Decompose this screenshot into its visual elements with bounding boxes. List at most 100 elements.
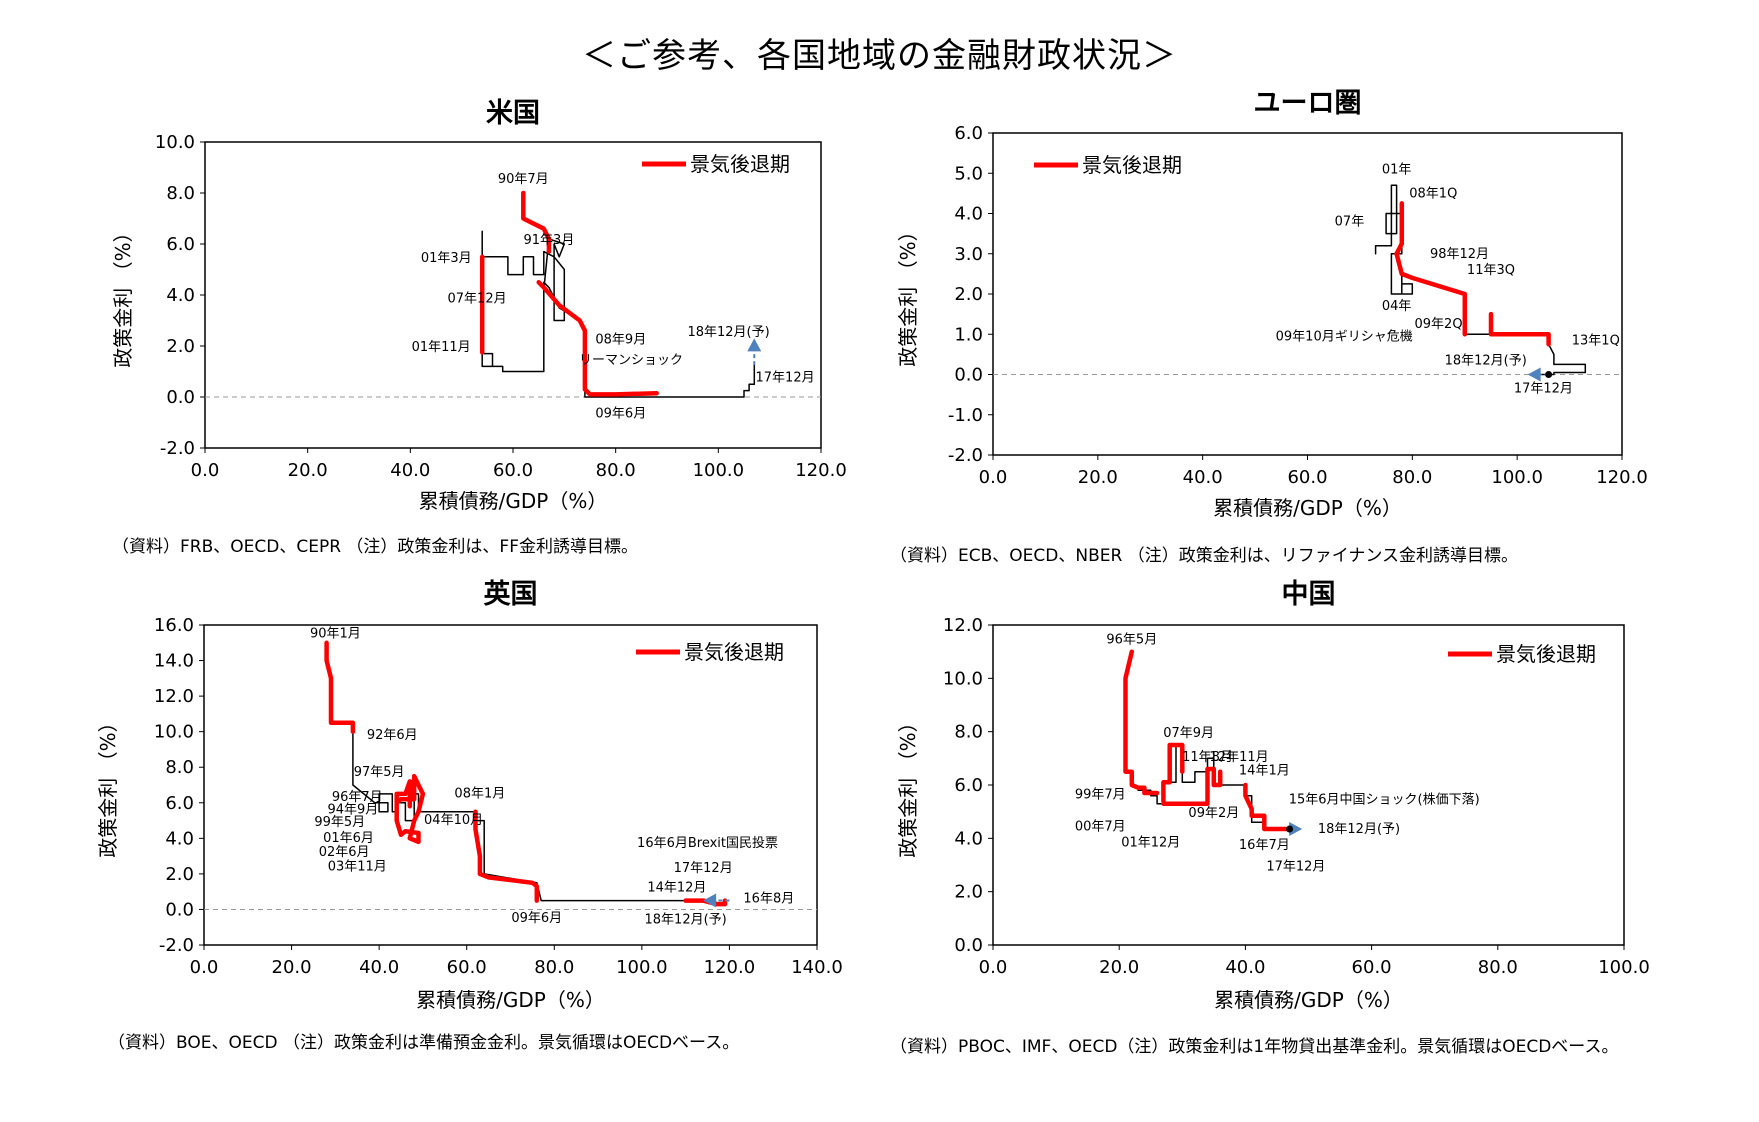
annotation-label: 17年12月 (756, 371, 815, 386)
chart-euro-title: ユーロ圏 (1254, 88, 1362, 119)
y-tick-label: 5.0 (954, 163, 983, 184)
debt-rate-path-line (1374, 184, 1587, 376)
annotation-label: 01年11月 (412, 340, 471, 355)
projection-arrow-head (747, 338, 762, 352)
chart-china-note: （資料）PBOC、IMF、OECD（注）政策金利は1年物貸出基準金利。景気循環は… (890, 1037, 1619, 1057)
y-tick-label: -2.0 (159, 935, 194, 956)
x-tick-label: 60.0 (1352, 957, 1392, 978)
debt-rate-path-line (1137, 744, 1291, 830)
x-tick-label: 20.0 (1099, 957, 1139, 978)
x-tick-label: 80.0 (1478, 957, 1518, 978)
y-tick-label: 2.0 (165, 864, 194, 885)
x-tick-label: 80.0 (534, 957, 574, 978)
annotation-label: 08年1月 (454, 786, 505, 801)
y-tick-label: -2.0 (160, 438, 195, 459)
recession-series-line (1488, 311, 1551, 347)
annotation-label: 13年1Q (1572, 333, 1620, 348)
y-tick-label: 14.0 (154, 651, 194, 672)
y-axis-label: 政策金利 （%） (111, 222, 135, 367)
annotation-label: 15年6月中国ショック(株価下落) (1289, 793, 1480, 808)
x-tick-label: 100.0 (616, 957, 668, 978)
annotation-label: 01年12月 (1121, 835, 1180, 850)
annotation-label: 90年7月 (498, 172, 549, 187)
annotation-label: 02年6月 (319, 845, 370, 860)
y-tick-label: 8.0 (166, 183, 195, 204)
annotation-label: 97年5月 (354, 765, 405, 780)
x-axis-label: 累積債務/GDP（%） (416, 988, 605, 1012)
y-tick-label: 6.0 (166, 234, 195, 255)
x-tick-label: 0.0 (979, 957, 1008, 978)
x-tick-label: 100.0 (1491, 467, 1543, 488)
y-tick-label: 1.0 (954, 324, 983, 345)
y-tick-label: 6.0 (954, 775, 983, 796)
chart-us-note: （資料）FRB、OECD、CEPR （注）政策金利は、FF金利誘導目標。 (112, 537, 638, 557)
annotation-label: 09年2Q (1415, 317, 1463, 332)
x-axis-label: 累積債務/GDP（%） (1214, 988, 1403, 1012)
y-axis-label: 政策金利 （%） (96, 712, 120, 857)
y-tick-label: 6.0 (954, 123, 983, 144)
annotation-label: 07年9月 (1163, 726, 1214, 741)
recession-series-line (1123, 649, 1160, 796)
y-tick-label: 0.0 (954, 365, 983, 386)
annotation-label: 99年5月 (314, 815, 365, 830)
annotation-label: 94年9月 (327, 802, 378, 817)
annotation-label: 18年12月(予) (1445, 353, 1527, 368)
y-axis-label: 政策金利 （%） (896, 712, 920, 857)
recession-series-line (521, 190, 552, 254)
annotation-label: 07年12月 (448, 292, 507, 307)
annotation-label: 16年6月Brexit国民投票 (637, 835, 778, 851)
x-tick-label: 60.0 (1287, 467, 1327, 488)
x-tick-label: 20.0 (272, 957, 312, 978)
annotation-label: 99年7月 (1075, 787, 1126, 802)
recession-series-line (1243, 782, 1292, 832)
y-tick-label: 0.0 (954, 935, 983, 956)
y-tick-label: 10.0 (943, 668, 983, 689)
annotation-label: 90年1月 (310, 626, 361, 641)
x-tick-label: 0.0 (190, 957, 219, 978)
annotation-label: 18年12月(予) (1318, 822, 1400, 837)
x-tick-label: 40.0 (390, 460, 430, 481)
annotation-label: 09年6月 (595, 406, 646, 421)
x-tick-label: 80.0 (1392, 467, 1432, 488)
recession-series-line (683, 898, 728, 907)
recession-series-line (394, 773, 426, 845)
annotation-label: 16年8月 (743, 891, 794, 906)
annotation-label: 08年1Q (1409, 186, 1457, 201)
y-axis-label: 政策金利 （%） (896, 221, 920, 366)
recession-series-line (1161, 766, 1223, 806)
y-tick-label: 4.0 (954, 204, 983, 225)
x-tick-label: 20.0 (1078, 467, 1118, 488)
page-title: ＜ご参考、各国地域の金融財政状況＞ (582, 36, 1177, 76)
annotation-label: 96年7月 (332, 790, 383, 805)
x-tick-label: 120.0 (704, 957, 756, 978)
debt-rate-path-line (338, 722, 722, 905)
chart-euro-note: （資料）ECB、OECD、NBER （注）政策金利は、リファイナンス金利誘導目標… (890, 546, 1519, 566)
x-tick-label: 100.0 (693, 460, 745, 481)
annotation-label: 17年12月 (1514, 382, 1573, 397)
annotation-label: 18年12月(予) (645, 913, 727, 928)
legend-label: 景気後退期 (684, 640, 784, 664)
annotation-label: 09年6月 (511, 911, 562, 926)
x-tick-label: 120.0 (1596, 467, 1648, 488)
y-tick-label: -1.0 (948, 405, 983, 426)
plot-area (992, 132, 1623, 456)
x-tick-label: 120.0 (795, 460, 847, 481)
annotation-label: 92年6月 (367, 728, 418, 743)
chart-uk-note: （資料）BOE、OECD （注）政策金利は準備預金金利。景気循環はOECDベース… (108, 1033, 740, 1053)
x-tick-label: 0.0 (979, 467, 1008, 488)
annotation-label: 14年1月 (1239, 763, 1290, 778)
projection-arrow-head (1527, 367, 1541, 382)
x-tick-label: 140.0 (791, 957, 843, 978)
annotation-label: 16年7月 (1239, 838, 1290, 853)
y-tick-label: 2.0 (954, 882, 983, 903)
y-tick-label: 4.0 (954, 828, 983, 849)
x-tick-label: 100.0 (1598, 957, 1650, 978)
y-tick-label: 10.0 (155, 132, 195, 153)
recession-series-line (1161, 742, 1185, 804)
recession-series-line (324, 640, 356, 734)
y-tick-label: 4.0 (165, 828, 194, 849)
x-axis-label: 累積債務/GDP（%） (419, 489, 608, 513)
